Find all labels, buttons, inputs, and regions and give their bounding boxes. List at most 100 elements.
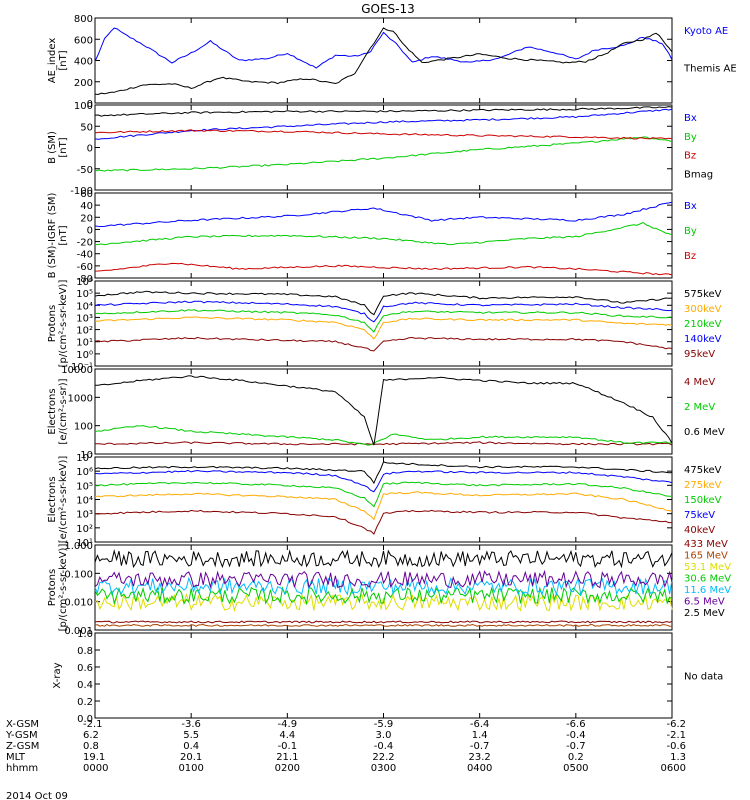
series-line-4-mev bbox=[95, 441, 673, 446]
y-tick-label: -80 bbox=[77, 274, 93, 285]
y-tick-label: 10² bbox=[76, 326, 93, 337]
y-tick-label: 0 bbox=[87, 144, 93, 155]
legend-entry: Bz bbox=[684, 251, 696, 262]
y-axis-label: Electrons bbox=[47, 476, 58, 522]
ephemeris-value: -5.9 bbox=[374, 719, 394, 730]
legend-entry: Themis AE bbox=[683, 64, 737, 75]
ephemeris-value: -2.1 bbox=[83, 719, 103, 730]
y-axis-label: [e/(cm²-s-sr)] bbox=[58, 378, 69, 444]
ephemeris-row-label: hhmm bbox=[6, 763, 38, 774]
series-line-by bbox=[94, 221, 673, 246]
panel-frame bbox=[94, 632, 673, 719]
series-line-165-mev bbox=[94, 623, 672, 627]
y-tick-label: 0.4 bbox=[77, 680, 93, 691]
legend-entry: By bbox=[684, 226, 697, 237]
ephemeris-value: -0.4 bbox=[566, 730, 586, 741]
y-axis-label: AE_index bbox=[47, 38, 58, 84]
series-line-by bbox=[94, 136, 673, 172]
legend-entry: Kyoto AE bbox=[684, 26, 728, 37]
legend-entry: Bz bbox=[684, 151, 696, 162]
legend-entry: 53.1 MeV bbox=[684, 562, 731, 573]
series-line-bx bbox=[94, 201, 673, 228]
y-tick-label: 0.2 bbox=[77, 697, 93, 708]
panel-frame bbox=[94, 192, 673, 279]
series-line-themis-ae bbox=[94, 27, 673, 96]
series-line-275kev bbox=[94, 491, 673, 521]
ephemeris-value: 1.4 bbox=[472, 730, 488, 741]
panel-8: 0.0 0.2 0.4 0.6 0.8 1.0 X-ray No data bbox=[52, 629, 723, 725]
legend-entry: 40keV bbox=[684, 525, 715, 536]
y-axis-label: [nT] bbox=[58, 137, 69, 157]
ephemeris-value: -6.6 bbox=[566, 719, 586, 730]
legend-entry: 95keV bbox=[684, 349, 715, 360]
ephemeris-value: 0.8 bbox=[83, 741, 99, 752]
y-tick-label: -50 bbox=[77, 165, 93, 176]
y-tick-label: 0.0 bbox=[77, 714, 93, 725]
y-tick-label: 10⁰ bbox=[76, 350, 93, 361]
y-axis-label: [p/(cm²-s-sr-keV)] bbox=[58, 280, 69, 368]
ephemeris-value: 6.2 bbox=[83, 730, 99, 741]
legend-entry: 140keV bbox=[684, 334, 722, 345]
ephemeris-value: 0300 bbox=[371, 763, 396, 774]
y-tick-label: 200 bbox=[74, 78, 93, 89]
y-tick-label: 10000 bbox=[61, 365, 93, 376]
legend-entry: 4 MeV bbox=[684, 377, 715, 388]
date-label: 2014 Oct 09 bbox=[6, 791, 68, 800]
y-tick-label: 40 bbox=[80, 201, 93, 212]
y-axis-label: B (SM)-IGRF (SM) bbox=[47, 193, 58, 279]
legend-entry: 2 MeV bbox=[684, 402, 715, 413]
y-tick-label: 0 bbox=[87, 225, 93, 236]
y-tick-label: 10¹ bbox=[76, 538, 93, 549]
y-axis-label: Protons bbox=[47, 569, 58, 606]
y-tick-label: 400 bbox=[74, 57, 93, 68]
ephemeris-value: 3.0 bbox=[376, 730, 392, 741]
legend-entry: 433 MeV bbox=[684, 539, 728, 550]
y-tick-label: 0 bbox=[87, 99, 93, 110]
y-tick-label: 10⁶ bbox=[76, 467, 93, 478]
series-line-300kev bbox=[94, 316, 673, 340]
series-line-bz bbox=[94, 129, 673, 140]
series-line-2-5-mev bbox=[94, 549, 673, 569]
series-line-6-5-mev bbox=[94, 569, 673, 589]
legend-entry: 575keV bbox=[684, 289, 722, 300]
y-tick-label: 1.000 bbox=[64, 541, 93, 552]
series-line-bz bbox=[94, 262, 673, 276]
series-line-kyoto-ae bbox=[94, 27, 673, 69]
ephemeris-value: 0.2 bbox=[568, 752, 584, 763]
series-line-40kev bbox=[94, 509, 672, 535]
ephemeris-row-label: Y-GSM bbox=[5, 730, 38, 741]
ephemeris-value: 0500 bbox=[563, 763, 588, 774]
y-tick-label: 10⁷ bbox=[76, 453, 93, 464]
ephemeris-row-label: Z-GSM bbox=[6, 741, 39, 752]
y-tick-label: 800 bbox=[74, 14, 93, 25]
legend-entry: 2.5 MeV bbox=[684, 608, 725, 619]
y-axis-label: [p/(cm²-s-sr-keV)] bbox=[58, 544, 69, 632]
y-tick-label: 20 bbox=[80, 213, 93, 224]
series-line-30-6-mev bbox=[94, 586, 673, 606]
y-tick-label: 0.100 bbox=[64, 569, 93, 580]
series-line-140kev bbox=[94, 300, 673, 323]
ephemeris-value: 0.4 bbox=[183, 741, 199, 752]
series-line-575kev bbox=[94, 290, 673, 316]
series-line-bx bbox=[94, 108, 673, 140]
legend-entry: 0.6 MeV bbox=[684, 427, 725, 438]
series-line-0-6-mev bbox=[95, 375, 673, 446]
no-data-label: No data bbox=[684, 672, 723, 683]
series-line-210kev bbox=[94, 309, 673, 333]
panel-6: 10¹ 10² 10³ 10⁴ 10⁵ 10⁶ 10⁷ Electrons [e/(cm²-s-… bbox=[47, 453, 722, 549]
panel-frame bbox=[94, 104, 673, 191]
panel-frame bbox=[94, 456, 673, 543]
y-tick-label: 10⁵ bbox=[76, 481, 93, 492]
series-line-11-6-mev bbox=[94, 576, 673, 596]
ephemeris-value: -3.6 bbox=[181, 719, 201, 730]
y-axis-label: Protons bbox=[47, 305, 58, 342]
ephemeris-value: 1.3 bbox=[670, 752, 686, 763]
legend-entry: Bx bbox=[684, 201, 697, 212]
ephemeris-value: -0.1 bbox=[278, 741, 298, 752]
y-tick-label: 100 bbox=[74, 422, 93, 433]
series-line-433-mev bbox=[94, 620, 673, 624]
ephemeris-value: -6.4 bbox=[470, 719, 490, 730]
y-tick-label: 1000 bbox=[68, 393, 93, 404]
